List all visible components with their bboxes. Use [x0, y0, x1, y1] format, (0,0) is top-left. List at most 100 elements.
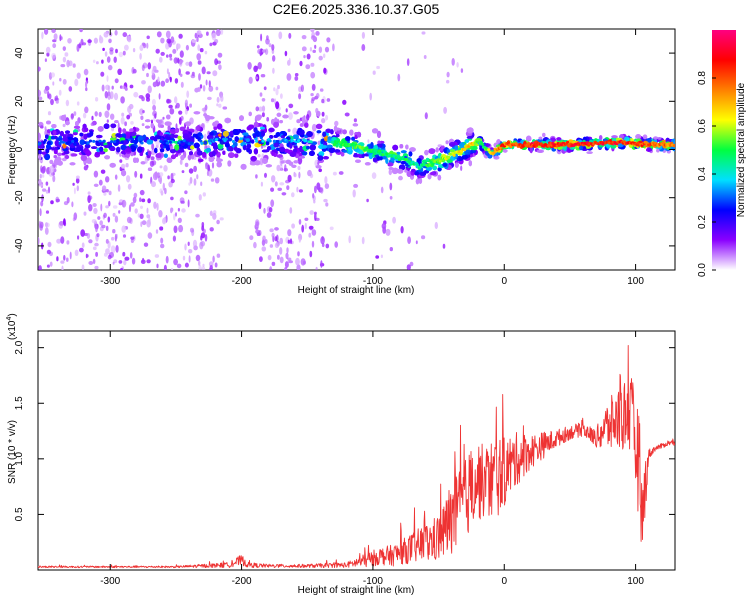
spectrogram-cell — [208, 261, 214, 267]
spectrogram-cell — [335, 143, 339, 148]
spectrogram-cell — [216, 103, 219, 107]
spectrogram-cell — [107, 93, 111, 100]
spectrogram-ridge-cell — [396, 154, 400, 158]
spectrogram-cell — [105, 248, 110, 255]
spectrogram-cell — [361, 31, 365, 39]
spectrogram-cell — [153, 136, 158, 142]
colorbar-tick-label: 0.2 — [697, 215, 708, 229]
spectrogram-cell — [188, 168, 194, 174]
spectrogram-cell — [222, 150, 226, 155]
spectrogram-cell — [263, 86, 267, 91]
spectrogram-cell — [168, 71, 171, 79]
spectrogram-ridge-cell — [473, 141, 477, 145]
spectrogram-cell — [175, 123, 178, 130]
spectrogram-cell — [293, 171, 296, 177]
spectrogram-cell — [256, 114, 262, 119]
spectrogram-cell — [87, 191, 91, 195]
spectrogram-cell — [260, 130, 265, 137]
spectrogram-ridge-cell — [438, 159, 442, 163]
spectrogram-cell — [94, 242, 99, 247]
spectrogram-cell — [529, 147, 533, 154]
spectrogram-cell — [156, 119, 163, 124]
spectrogram-cell — [122, 234, 127, 238]
spectrogram-cell — [189, 151, 193, 156]
spectrogram-cell — [122, 251, 126, 257]
spectrogram-cell — [279, 146, 286, 153]
spectrogram-cell — [256, 45, 260, 49]
spectrogram-cell — [42, 165, 46, 173]
spectrogram-cell — [108, 38, 112, 44]
spectrogram-cell — [278, 31, 283, 40]
spectrogram-cell — [151, 143, 155, 151]
spectrogram-cell — [167, 125, 171, 131]
spectrogram-cell — [91, 219, 97, 224]
spectrogram-cell — [311, 240, 315, 248]
spectrogram-cell — [291, 192, 295, 198]
spectrogram-cell — [279, 256, 284, 264]
spectrogram-cell — [454, 145, 458, 152]
spectrogram-cell — [342, 149, 348, 153]
spectrogram-cell — [97, 216, 101, 220]
spectrogram-cell — [174, 153, 179, 157]
spectrogram-cell — [60, 114, 66, 121]
spectrogram-cell — [408, 151, 413, 157]
spectrogram-cell — [40, 165, 43, 173]
spectrogram-cell — [159, 124, 164, 128]
spectrogram-cell — [111, 127, 115, 132]
spectrogram-ridge-cell — [477, 138, 481, 142]
spectrogram-cell — [91, 146, 98, 150]
spectrogram-cell — [103, 142, 108, 146]
spectrogram-cell — [266, 212, 272, 218]
spectrogram-ridge-cell — [429, 160, 433, 164]
spectrogram-cell — [66, 257, 69, 262]
spectrogram-cell — [324, 46, 330, 53]
spectrogram-cell — [270, 187, 275, 192]
spectrogram-cell — [277, 254, 280, 260]
spectrogram-cell — [59, 130, 64, 137]
spectrogram-cell — [133, 192, 138, 198]
spectrogram-cell — [321, 98, 325, 104]
spectrogram-cell — [104, 51, 108, 57]
spectrogram-cell — [361, 153, 365, 158]
spectrogram-cell — [113, 56, 117, 63]
spectrogram-cell — [146, 139, 154, 145]
spectrogram-cell — [213, 126, 218, 130]
spectrogram-cell — [84, 106, 89, 114]
spectrogram-cell — [187, 199, 190, 208]
spectrogram-cell — [276, 154, 283, 158]
spectrogram-cell — [297, 156, 303, 165]
spectrogram-cell — [287, 229, 292, 237]
spectrogram-ridge-cell — [200, 141, 204, 145]
spectrogram-cell — [59, 221, 64, 226]
spectrogram-cell — [185, 44, 189, 51]
spectrogram-cell — [158, 210, 163, 218]
spectrogram-cell — [65, 130, 70, 134]
spectrogram-cell — [218, 103, 222, 108]
spectrogram-cell — [271, 44, 275, 51]
spectrogram-cell — [75, 175, 80, 180]
spectrogram-cell — [246, 125, 252, 131]
spectrogram-cell — [213, 210, 217, 215]
spectrogram-cell — [80, 229, 86, 237]
spectrogram-cell — [321, 144, 328, 149]
spectrogram-cell — [388, 169, 392, 176]
spectrogram-cell — [206, 147, 211, 153]
spectrogram-cell — [177, 217, 182, 223]
spectrogram-cell — [88, 261, 94, 265]
spectrogram-cell — [242, 144, 247, 151]
spectrogram-cell — [114, 233, 117, 242]
spectrogram-cell — [219, 139, 225, 145]
spectrogram-cell — [118, 51, 124, 58]
spectrogram-cell — [196, 87, 201, 92]
spectrogram-cell — [45, 46, 51, 54]
spectrogram-cell — [52, 43, 57, 49]
spectrogram-cell — [162, 116, 165, 120]
spectrogram-cell — [141, 80, 146, 85]
spectrogram-cell — [191, 71, 195, 77]
spectrogram-cell — [38, 66, 41, 72]
spectrogram-cell — [273, 87, 276, 92]
spectrogram-cell — [53, 159, 60, 166]
spectrogram-cell — [304, 122, 309, 128]
spectrogram-cell — [73, 187, 76, 195]
spectrogram-cell — [134, 208, 138, 214]
